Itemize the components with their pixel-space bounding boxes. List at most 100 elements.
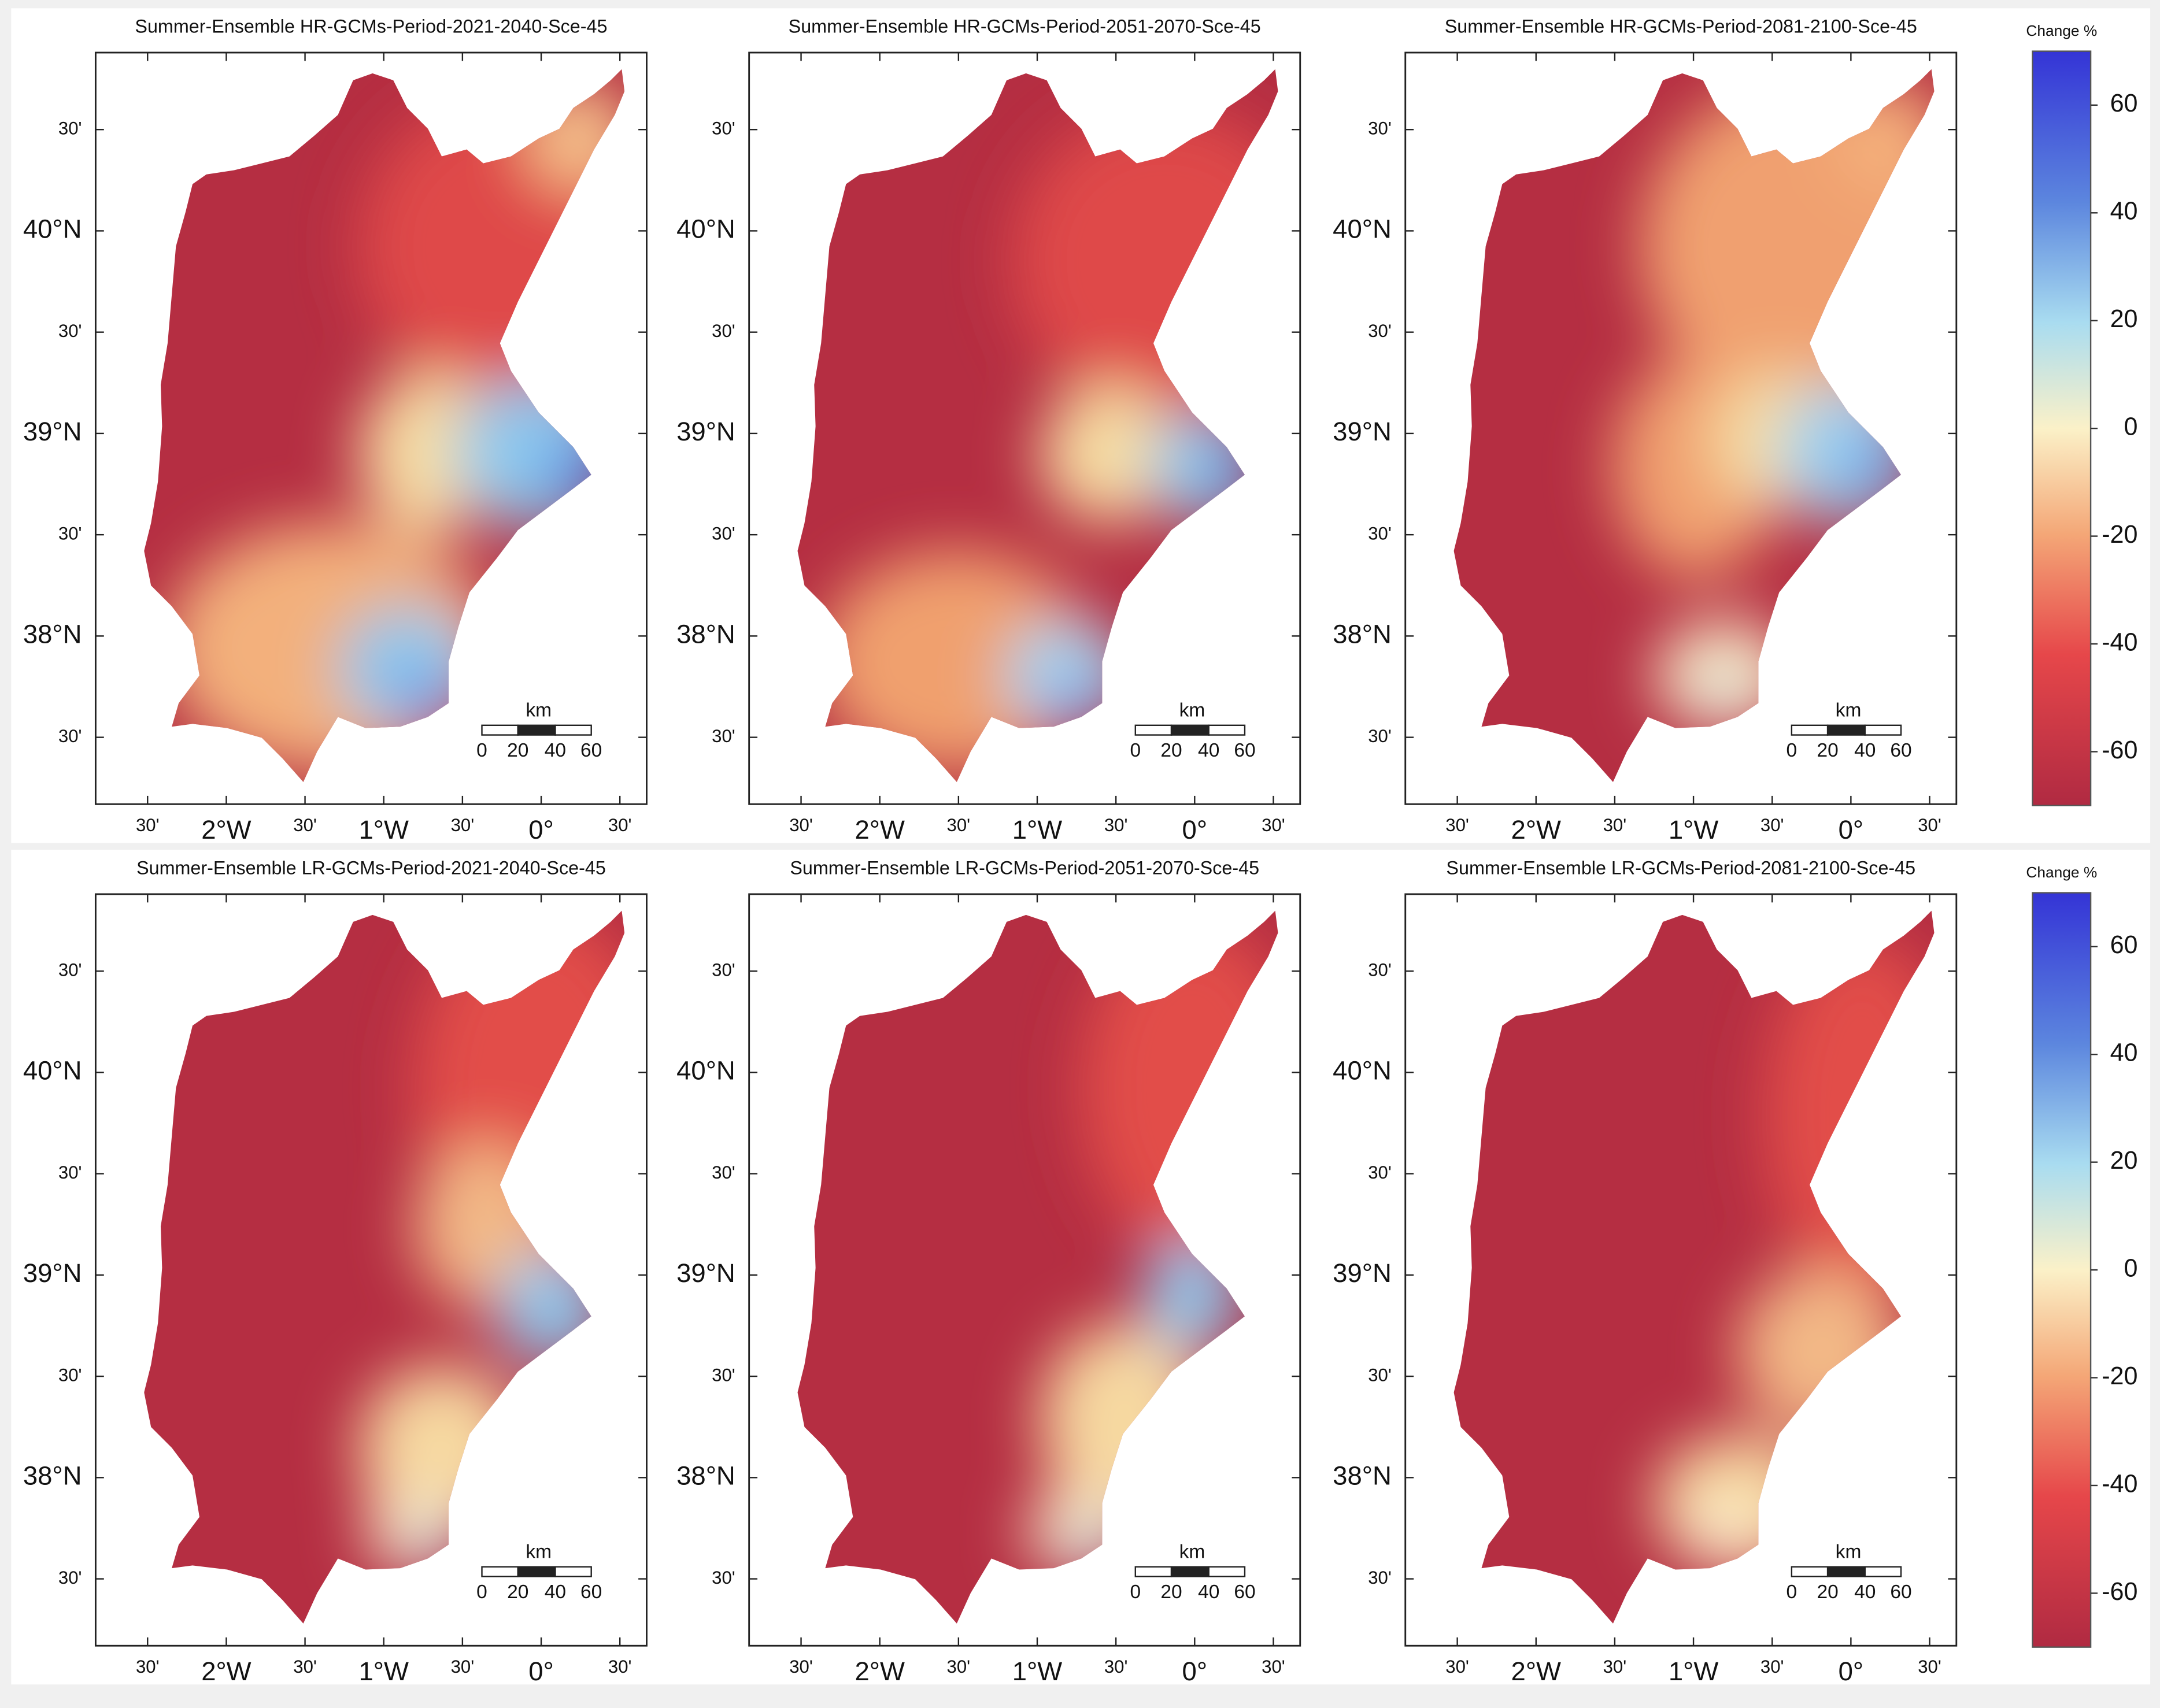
x-tick-label: 2°W [855,815,904,844]
scale-bar: km 0 20 40 60 [476,700,602,761]
y-tick-label: 30' [1368,726,1392,746]
y-tick-label: 30' [58,1568,82,1588]
colorbar: Change % 60 40 20 0 -20 -40 -60 [2026,22,2138,806]
x-tick-label: 30' [1603,815,1627,835]
colorbar-tick-label: -60 [2102,1578,2137,1606]
y-tick-label: 38°N [23,1461,82,1490]
scale-segment [554,724,592,736]
x-tick-label: 30' [1445,815,1469,835]
y-tick-label: 30' [712,321,735,341]
y-tick-label: 40°N [23,1055,82,1085]
y-tick-label: 30' [58,1365,82,1385]
x-tick-label: 30' [451,1657,475,1677]
scale-label: 60 [1890,1581,1911,1603]
scale-label: 0 [476,1581,487,1603]
y-tick-label: 38°N [1333,619,1392,649]
y-tick-label: 40°N [1333,1055,1392,1085]
scale-segment [1791,1566,1829,1577]
scale-label: 20 [1160,740,1182,761]
scale-label: 20 [507,1581,528,1603]
scale-bar: km 0 20 40 60 [1787,1542,1912,1603]
y-tick-label: 30' [712,1162,735,1183]
y-tick-label: 30' [1368,959,1392,980]
map-border [748,51,1301,805]
y-tick-label: 30' [1368,1162,1392,1183]
scale-unit: km [526,1542,552,1563]
scale-label: 40 [545,740,566,761]
map-border [94,893,648,1647]
x-tick-label: 30' [136,1657,160,1677]
scale-unit: km [1179,1542,1205,1563]
scale-label: 40 [545,1581,566,1603]
scale-label: 60 [1234,740,1255,761]
y-tick-label: 38°N [23,619,82,649]
scale-label: 0 [1130,1581,1141,1603]
x-tick-label: 30' [451,815,475,835]
map-panel: Summer-Ensemble HR-GCMs-Period-2081-2100… [1333,16,1958,844]
y-tick-label: 38°N [1333,1461,1392,1490]
scale-segment [1826,724,1866,736]
y-tick-label: 30' [1368,1365,1392,1385]
y-tick-label: 30' [712,1568,735,1588]
x-tick-label: 30' [1760,815,1784,835]
x-tick-label: 30' [789,1657,813,1677]
x-tick-label: 30' [947,1657,971,1677]
colorbar-tick-label: 60 [2110,931,2138,959]
x-tick-label: 30' [608,815,632,835]
scale-segment [1170,1566,1210,1577]
scale-label: 20 [1817,740,1838,761]
colorbar-tick-label: 60 [2110,90,2138,117]
y-tick-label: 30' [1368,321,1392,341]
scale-segment [1134,1566,1173,1577]
x-tick-label: 30' [1603,1657,1627,1677]
y-tick-label: 40°N [23,214,82,243]
scale-bar: km 0 20 40 60 [1787,700,1912,761]
scale-unit: km [526,700,552,721]
x-tick-label: 2°W [855,1657,904,1686]
x-tick-label: 1°W [359,1657,409,1686]
colorbar-tick-label: -60 [2102,736,2137,764]
x-tick-label: 30' [947,815,971,835]
x-tick-label: 2°W [201,1657,251,1686]
scale-segment [1826,1566,1866,1577]
x-tick-label: 30' [1918,1657,1941,1677]
y-tick-label: 39°N [1333,1258,1392,1288]
map-border [1404,893,1958,1647]
scale-label: 60 [580,1581,602,1603]
y-tick-label: 30' [1368,1568,1392,1588]
x-tick-label: 2°W [1511,815,1561,844]
y-tick-label: 30' [58,321,82,341]
colorbar: Change % 60 40 20 0 -20 -40 -60 [2026,864,2138,1648]
panel-title: Summer-Ensemble HR-GCMs-Period-2081-2100… [1445,16,1917,36]
x-tick-label: 30' [608,1657,632,1677]
scale-bar: km 0 20 40 60 [1130,1542,1255,1603]
scale-label: 0 [476,740,487,761]
colorbar-title: Change % [2026,864,2097,881]
scale-segment [517,724,556,736]
x-tick-label: 1°W [1012,1657,1062,1686]
x-tick-label: 2°W [201,815,251,844]
y-tick-label: 30' [712,118,735,138]
y-tick-label: 30' [58,118,82,138]
y-tick-label: 30' [58,1162,82,1183]
scale-unit: km [1179,700,1205,721]
scale-unit: km [1836,1542,1862,1563]
scale-segment [1170,724,1210,736]
scale-label: 0 [1787,1581,1797,1603]
y-tick-label: 30' [712,1365,735,1385]
colorbar-tick-label: 0 [2124,1254,2138,1282]
map-panel: Summer-Ensemble LR-GCMs-Period-2081-2100… [1333,857,1958,1686]
scale-label: 0 [1787,740,1797,761]
scale-label: 40 [1854,740,1876,761]
scale-segment [554,1566,592,1577]
y-tick-label: 40°N [676,214,735,243]
panel-title: Summer-Ensemble HR-GCMs-Period-2021-2040… [135,16,607,36]
y-tick-label: 39°N [676,417,735,446]
scale-label: 0 [1130,740,1141,761]
x-tick-label: 30' [1262,1657,1285,1677]
colorbar-tick-label: -40 [2102,1470,2137,1498]
scale-label: 60 [1890,740,1911,761]
scale-unit: km [1836,700,1862,721]
x-tick-label: 1°W [1012,815,1062,844]
x-tick-label: 0° [1839,815,1863,844]
